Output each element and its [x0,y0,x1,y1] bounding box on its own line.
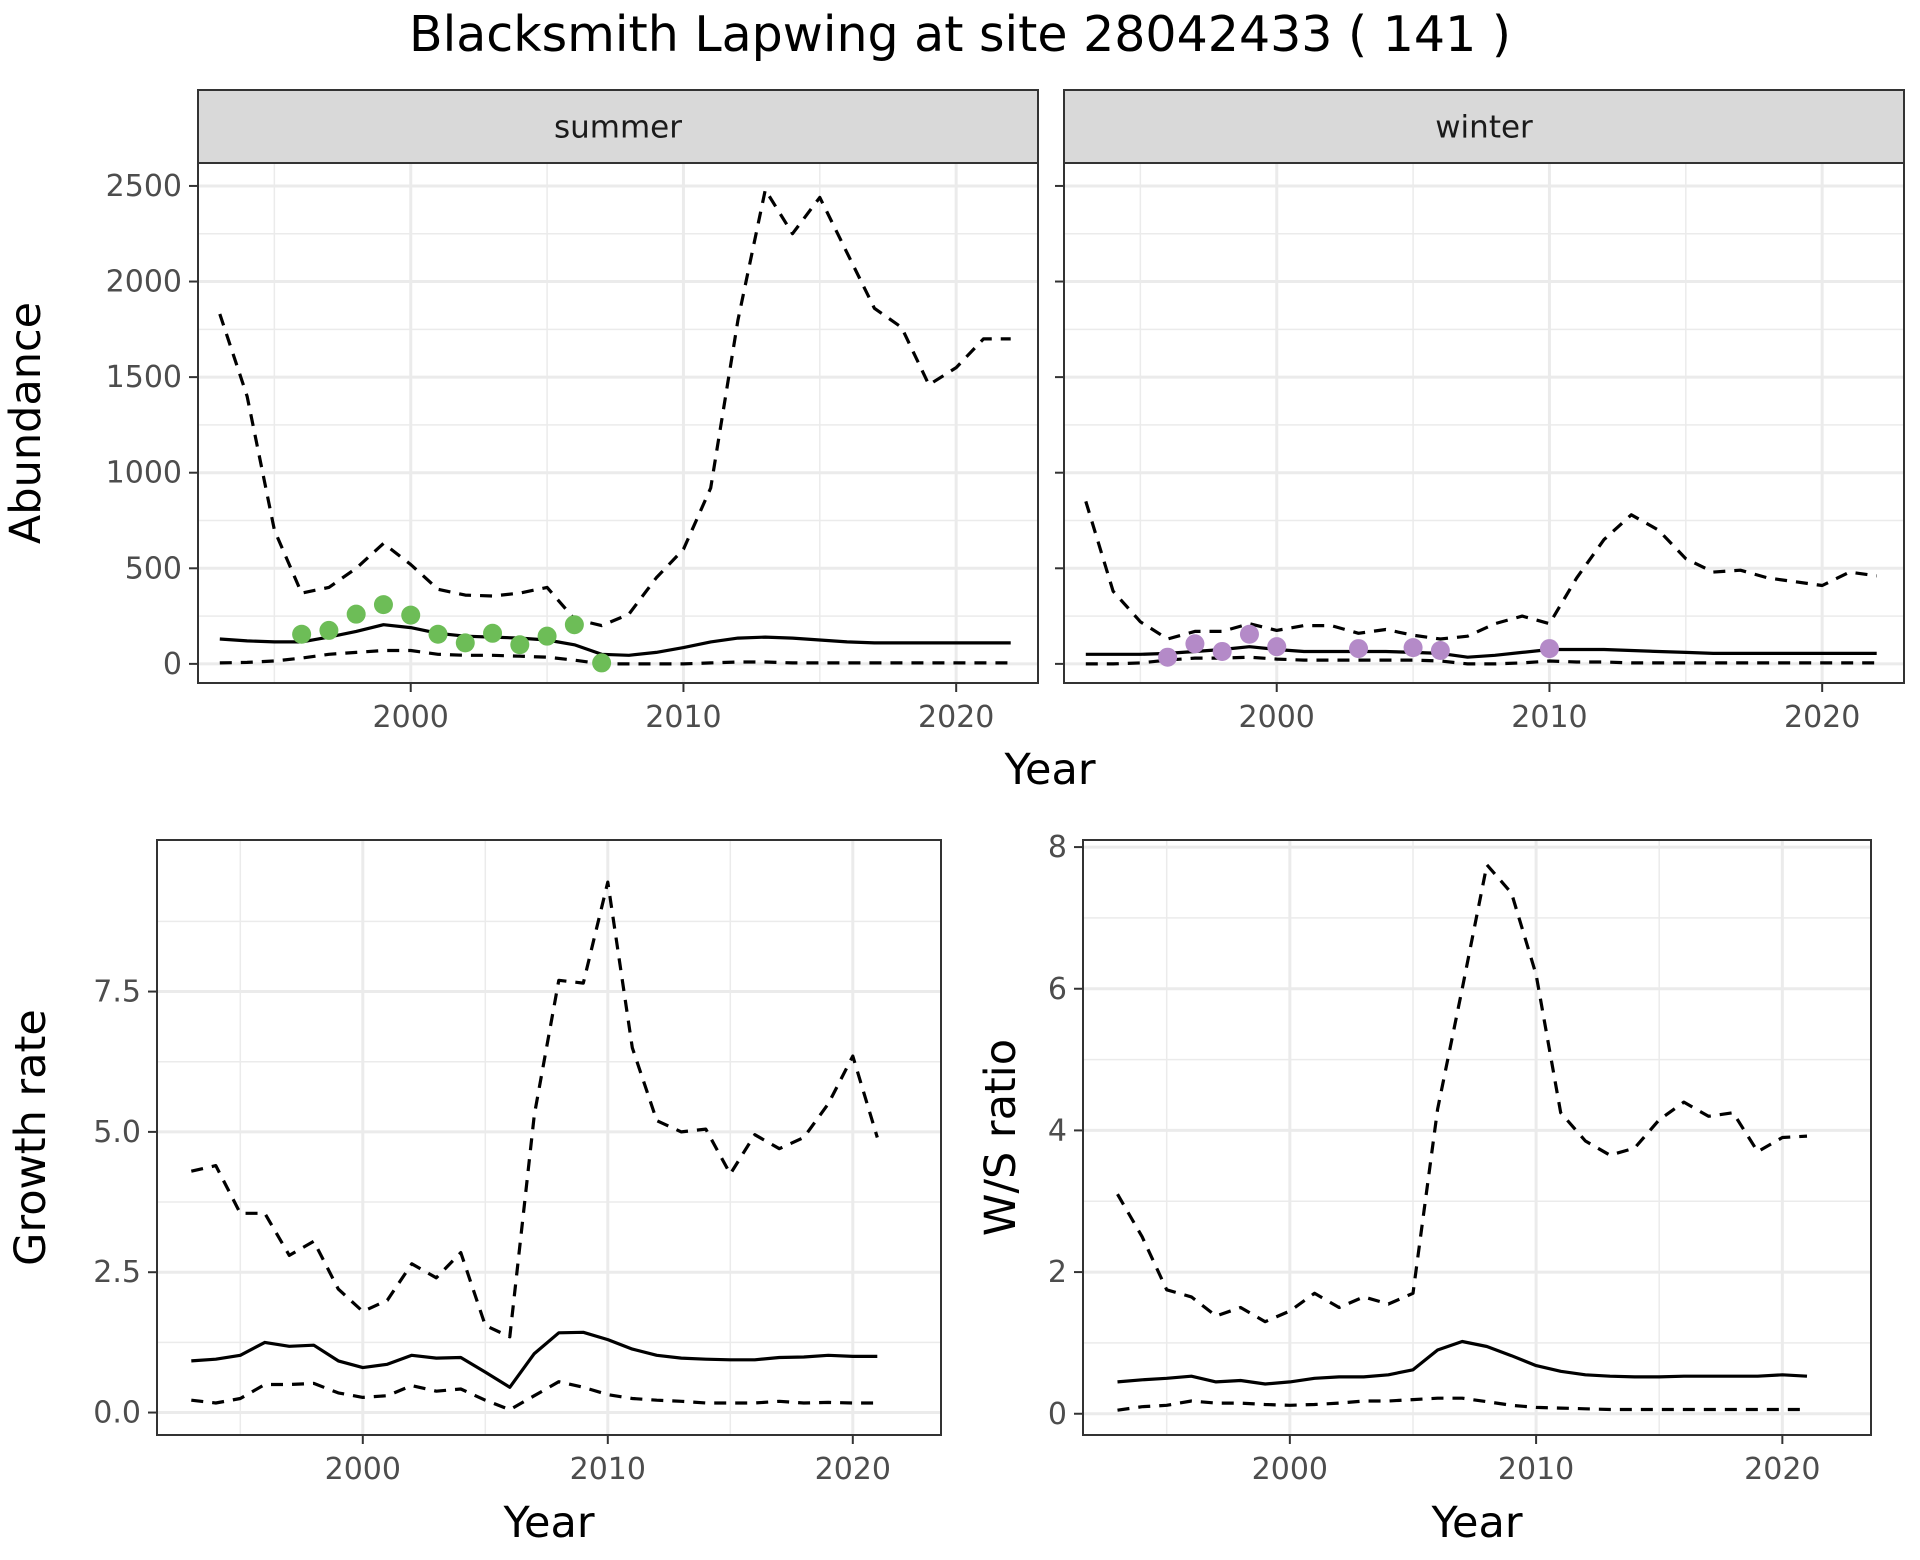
plot-group: 2000 2010 2020 0 2 4 6 8 W/S ratio Year [976,830,1872,1548]
data-point [592,653,612,673]
x-tick-label: 2010 [1498,1452,1574,1487]
data-point [319,620,339,640]
x-tick-label: 2010 [570,1452,646,1487]
data-point [510,635,530,655]
y-tick-label: 0 [163,647,182,682]
plot-group: winter 2000 2010 2020 [1055,89,1905,735]
facet-strip [1063,89,1905,164]
data-point [455,633,475,653]
series-line-lower [191,1380,878,1412]
series-line-estimate [191,1330,878,1389]
y-tick-label: 6 [1048,972,1067,1007]
data-point [428,624,448,644]
data-point [1430,641,1450,660]
series-line-estimate [219,623,1011,657]
x-tick-label: 2020 [1744,1452,1820,1487]
data-point [373,595,393,615]
y-tick-label: 8 [1048,830,1067,865]
x-tick-label: 2000 [373,700,449,735]
data-point [1212,641,1232,661]
plot-background [1064,163,1904,683]
y-tick-label: 500 [125,551,182,586]
series-line-upper [218,188,1011,628]
plot-group: summer 2000 2010 2020 0 500 1000 1500 2000 2500 Ab… [1,89,1039,735]
y-tick-label: 0.0 [93,1396,141,1431]
x-tick-label: 2020 [1784,700,1860,735]
facet-strip [197,89,1039,164]
data-point [1239,624,1259,644]
data-point [1403,638,1423,658]
x-axis-title: Year [502,1498,594,1548]
series-line-lower [1117,1396,1807,1412]
data-point [1349,639,1369,659]
data-point [1539,639,1559,659]
x-axis-title: Year [1430,1498,1522,1548]
data-point [346,604,366,624]
plot-group: 2000 2010 2020 0.0 2.5 5.0 7.5 Growth rate Year [6,839,942,1548]
x-tick-label: 2000 [1239,700,1315,735]
x-tick-label: 2010 [1511,700,1587,735]
data-point [483,623,503,643]
series-line-upper [1084,500,1877,641]
y-tick-label: 2000 [106,265,182,300]
panel-border [1082,839,1872,1436]
y-tick-label: 1500 [106,360,182,395]
data-point [292,624,312,644]
facet-strip-label: winter [1435,110,1533,146]
shared-x-axis-title: Year [1003,745,1095,795]
y-tick-label: 2500 [106,169,182,204]
y-tick-label: 0 [1048,1397,1067,1432]
y-tick-label: 2 [1048,1255,1067,1290]
plot-background [198,163,1038,683]
data-point [537,626,557,646]
data-point [564,615,584,635]
data-point [1158,647,1178,667]
data-point [1267,637,1287,657]
plot-background [1083,840,1871,1435]
y-tick-label: 4 [1048,1113,1067,1148]
x-tick-label: 2000 [1252,1452,1328,1487]
panel-border [156,839,942,1436]
x-tick-label: 2000 [325,1452,401,1487]
y-tick-label: 2.5 [93,1255,141,1290]
series-line-upper [190,880,879,1339]
x-tick-label: 2020 [815,1452,891,1487]
series-line-estimate [1117,1339,1808,1386]
series-line-upper [1116,863,1808,1324]
figure-title: Blacksmith Lapwing at site 28042433 ( 14… [409,6,1511,63]
x-tick-label: 2020 [918,700,994,735]
data-point [401,605,421,625]
plot-background [157,840,941,1435]
y-tick-label: 7.5 [93,975,141,1010]
y-tick-label: 1000 [106,456,182,491]
y-axis-title: W/S ratio [976,1039,1026,1236]
facet-strip-label: summer [554,110,682,146]
x-tick-label: 2010 [645,700,721,735]
data-point [1185,634,1205,654]
y-axis-title: Abundance [1,302,51,544]
y-tick-label: 5.0 [93,1115,141,1150]
series-line-lower [219,648,1011,666]
y-axis-title: Growth rate [6,1009,56,1266]
